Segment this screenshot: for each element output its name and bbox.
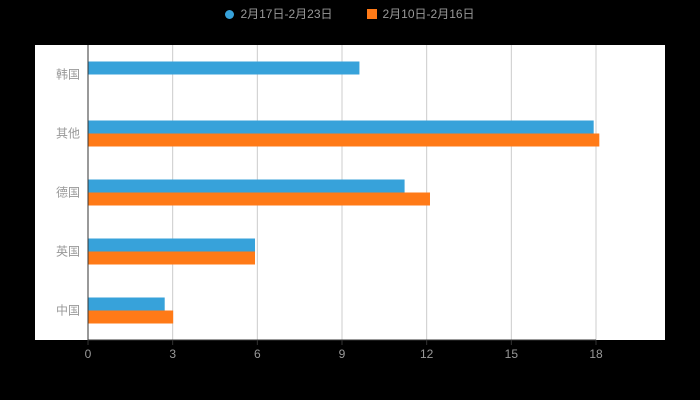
x-tick-label: 18 [589,347,603,361]
legend-label-week2: 2月17日-2月23日 [240,7,333,21]
bar-series-1[interactable] [88,179,405,193]
legend-item-week2[interactable]: 2月17日-2月23日 [225,7,333,21]
bar-series-1[interactable] [88,297,165,311]
bar-series-1[interactable] [88,120,594,134]
chart-legend: 2月17日-2月23日 2月10日-2月16日 [0,7,700,21]
bar-series-1[interactable] [88,238,256,252]
category-label: 英国 [56,245,80,259]
legend-marker-orange-icon [366,9,377,19]
legend-marker-blue-icon [225,9,235,19]
category-label: 中国 [56,303,80,318]
bar-series-2[interactable] [88,251,256,265]
x-tick-label: 6 [254,347,261,361]
x-tick-label: 12 [420,347,434,361]
category-label: 德国 [56,185,80,200]
bar-series-2[interactable] [88,192,430,206]
x-tick-label: 9 [339,347,346,361]
bar-series-2[interactable] [88,310,174,324]
x-tick-label: 15 [505,347,519,361]
x-tick-label: 3 [169,347,176,361]
x-tick-label: 0 [85,347,92,361]
legend-label-week1: 2月10日-2月16日 [382,7,475,21]
category-label: 韩国 [56,67,80,82]
bar-series-2[interactable] [88,133,600,147]
category-label: 其他 [56,127,80,141]
legend-item-week1[interactable]: 2月10日-2月16日 [366,7,475,21]
bar-series-1[interactable] [88,61,360,75]
